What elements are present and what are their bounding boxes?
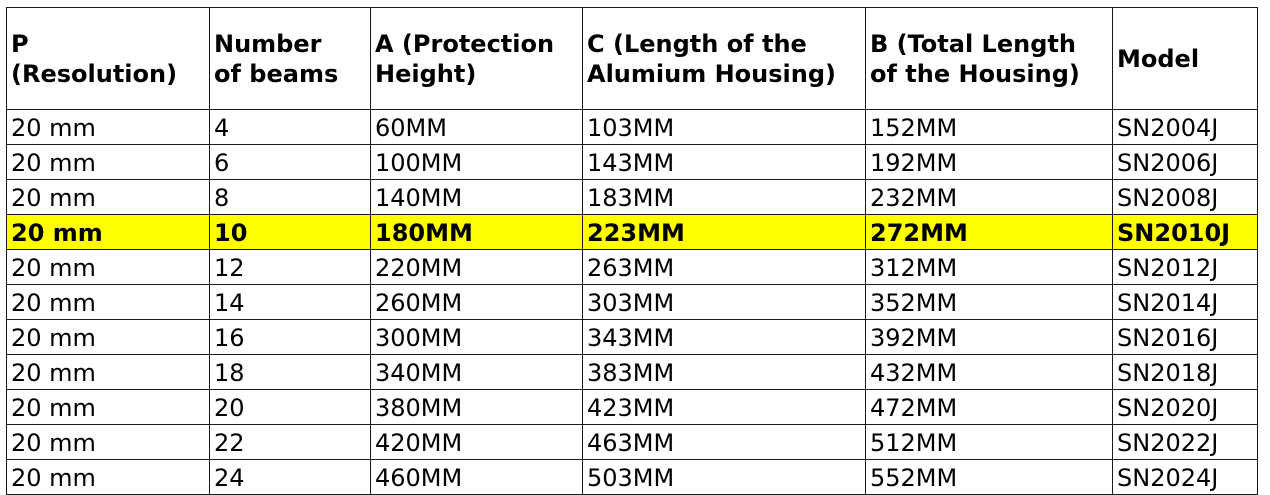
header-resolution: P (Resolution): [6, 7, 210, 110]
header-total-length: B (Total Length of the Housing): [865, 7, 1113, 110]
cell-resolution: 20 mm: [6, 319, 210, 355]
cell-protection-height: 420MM: [370, 424, 583, 460]
cell-housing-length: 343MM: [582, 319, 866, 355]
header-number-of-beams: Number of beams: [209, 7, 371, 110]
spec-table: P (Resolution) Number of beams A (Protec…: [6, 7, 1258, 495]
cell-model: SN2024J: [1112, 459, 1258, 495]
cell-total-length: 552MM: [865, 459, 1113, 495]
header-model: Model: [1112, 7, 1258, 110]
cell-number-of-beams: 6: [209, 144, 371, 180]
cell-number-of-beams: 18: [209, 354, 371, 390]
header-row: P (Resolution) Number of beams A (Protec…: [6, 7, 1258, 110]
cell-model: SN2016J: [1112, 319, 1258, 355]
cell-model: SN2008J: [1112, 179, 1258, 215]
cell-number-of-beams: 4: [209, 109, 371, 145]
cell-total-length: 352MM: [865, 284, 1113, 320]
cell-resolution: 20 mm: [6, 214, 210, 250]
cell-total-length: 152MM: [865, 109, 1113, 145]
cell-housing-length: 503MM: [582, 459, 866, 495]
cell-resolution: 20 mm: [6, 109, 210, 145]
cell-model: SN2006J: [1112, 144, 1258, 180]
cell-total-length: 312MM: [865, 249, 1113, 285]
cell-housing-length: 183MM: [582, 179, 866, 215]
cell-protection-height: 260MM: [370, 284, 583, 320]
cell-resolution: 20 mm: [6, 284, 210, 320]
cell-model: SN2022J: [1112, 424, 1258, 460]
table-row: 20 mm 12 220MM 263MM 312MM SN2012J: [6, 249, 1258, 285]
cell-resolution: 20 mm: [6, 424, 210, 460]
cell-total-length: 232MM: [865, 179, 1113, 215]
cell-protection-height: 380MM: [370, 389, 583, 425]
cell-number-of-beams: 24: [209, 459, 371, 495]
cell-model: SN2012J: [1112, 249, 1258, 285]
cell-housing-length: 263MM: [582, 249, 866, 285]
cell-protection-height: 300MM: [370, 319, 583, 355]
cell-number-of-beams: 12: [209, 249, 371, 285]
cell-number-of-beams: 22: [209, 424, 371, 460]
cell-total-length: 472MM: [865, 389, 1113, 425]
cell-model: SN2010J: [1112, 214, 1258, 250]
cell-model: SN2014J: [1112, 284, 1258, 320]
cell-resolution: 20 mm: [6, 249, 210, 285]
cell-total-length: 392MM: [865, 319, 1113, 355]
cell-number-of-beams: 20: [209, 389, 371, 425]
cell-protection-height: 460MM: [370, 459, 583, 495]
cell-housing-length: 143MM: [582, 144, 866, 180]
cell-protection-height: 100MM: [370, 144, 583, 180]
cell-housing-length: 383MM: [582, 354, 866, 390]
table-row: 20 mm 18 340MM 383MM 432MM SN2018J: [6, 354, 1258, 390]
header-protection-height: A (Protection Height): [370, 7, 583, 110]
table-row: 20 mm 6 100MM 143MM 192MM SN2006J: [6, 144, 1258, 180]
table-row: 20 mm 16 300MM 343MM 392MM SN2016J: [6, 319, 1258, 355]
cell-total-length: 512MM: [865, 424, 1113, 460]
cell-resolution: 20 mm: [6, 144, 210, 180]
cell-resolution: 20 mm: [6, 179, 210, 215]
table-row-highlighted: 20 mm 10 180MM 223MM 272MM SN2010J: [6, 214, 1258, 250]
cell-number-of-beams: 8: [209, 179, 371, 215]
cell-total-length: 192MM: [865, 144, 1113, 180]
cell-total-length: 432MM: [865, 354, 1113, 390]
cell-number-of-beams: 16: [209, 319, 371, 355]
table-header: P (Resolution) Number of beams A (Protec…: [6, 7, 1258, 110]
cell-number-of-beams: 10: [209, 214, 371, 250]
cell-model: SN2018J: [1112, 354, 1258, 390]
cell-total-length: 272MM: [865, 214, 1113, 250]
cell-resolution: 20 mm: [6, 354, 210, 390]
table-row: 20 mm 20 380MM 423MM 472MM SN2020J: [6, 389, 1258, 425]
cell-housing-length: 223MM: [582, 214, 866, 250]
table-row: 20 mm 24 460MM 503MM 552MM SN2024J: [6, 459, 1258, 495]
cell-model: SN2004J: [1112, 109, 1258, 145]
cell-protection-height: 180MM: [370, 214, 583, 250]
cell-protection-height: 220MM: [370, 249, 583, 285]
table-row: 20 mm 14 260MM 303MM 352MM SN2014J: [6, 284, 1258, 320]
cell-protection-height: 140MM: [370, 179, 583, 215]
table-row: 20 mm 4 60MM 103MM 152MM SN2004J: [6, 109, 1258, 145]
table-body: 20 mm 4 60MM 103MM 152MM SN2004J 20 mm 6 100MM 14…: [6, 109, 1258, 495]
cell-housing-length: 463MM: [582, 424, 866, 460]
cell-resolution: 20 mm: [6, 389, 210, 425]
cell-model: SN2020J: [1112, 389, 1258, 425]
cell-protection-height: 60MM: [370, 109, 583, 145]
cell-number-of-beams: 14: [209, 284, 371, 320]
table-row: 20 mm 8 140MM 183MM 232MM SN2008J: [6, 179, 1258, 215]
cell-housing-length: 303MM: [582, 284, 866, 320]
cell-resolution: 20 mm: [6, 459, 210, 495]
cell-housing-length: 103MM: [582, 109, 866, 145]
table-row: 20 mm 22 420MM 463MM 512MM SN2022J: [6, 424, 1258, 460]
header-housing-length: C (Length of the Alumium Housing): [582, 7, 866, 110]
cell-protection-height: 340MM: [370, 354, 583, 390]
cell-housing-length: 423MM: [582, 389, 866, 425]
